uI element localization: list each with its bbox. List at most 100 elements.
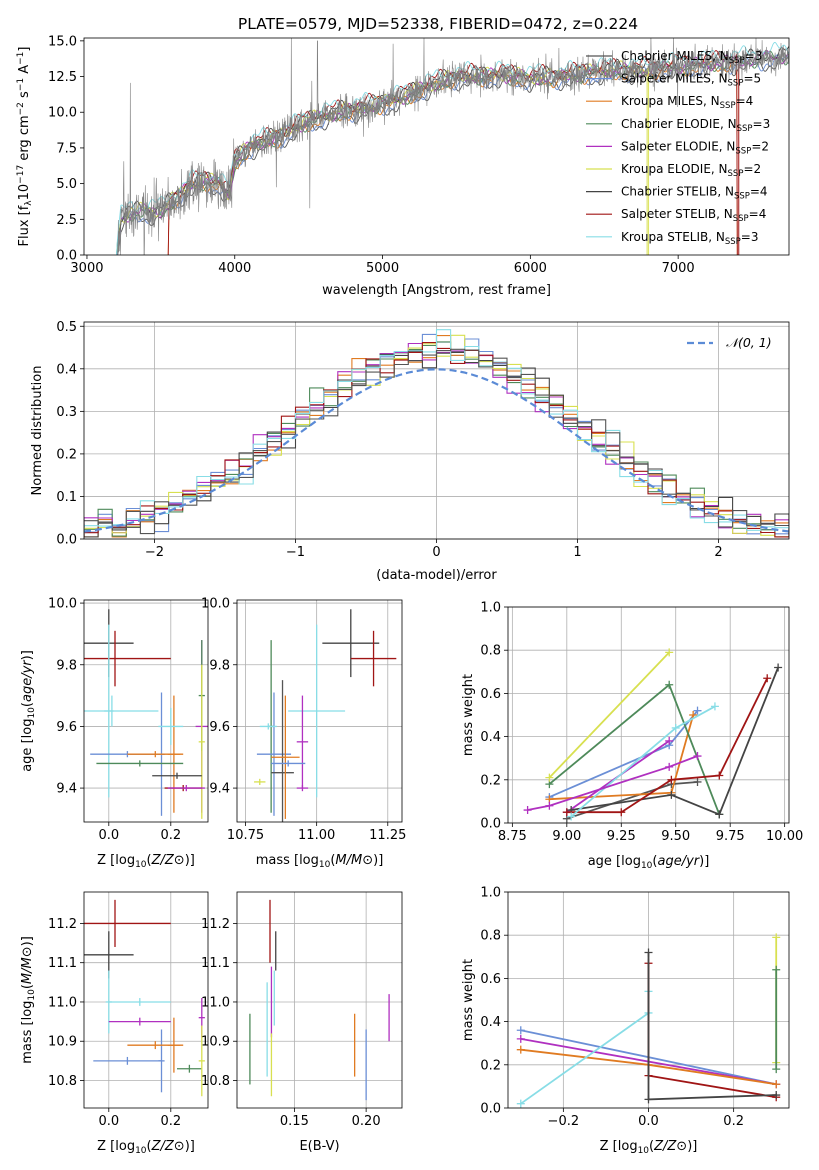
- observed-spectrum-line: [117, 38, 789, 255]
- residuals-frame: [83, 321, 790, 540]
- y-axis-label: Flux [fλ10−17 erg cm−2 s−1 A−1]: [16, 47, 34, 247]
- y-tick-label: 9.6: [209, 720, 230, 735]
- age-vs-Z-panel: 0.0 0.2 9.4 9.6 9.8 10.0 Z [log10(Z/Z⊙)] age [l…: [20, 597, 209, 870]
- plot-marks: [516, 933, 781, 1108]
- y-tick-label: 11.2: [201, 917, 230, 932]
- x-tick-label: 11.25: [369, 828, 406, 843]
- x-tick-label: −0.2: [548, 1114, 580, 1129]
- legend-entry: Kroupa STELIB, NSSP=3: [621, 230, 759, 247]
- series-point: [693, 777, 702, 786]
- spectrum-panel: 3000 4000 5000 6000 7000 0.0 2.5 5.0 7.5 10.0 12.5…: [16, 34, 790, 298]
- x-tick-label: −1: [286, 545, 305, 560]
- y-tick-label: 0.2: [480, 1058, 501, 1073]
- massweight-vs-Z-frame: [507, 891, 790, 1109]
- x-tick-label: 9.75: [716, 829, 745, 844]
- y-tick-label: 11.2: [48, 917, 77, 932]
- series-point: [516, 1026, 525, 1035]
- series-line: [548, 651, 670, 779]
- series-point: [772, 1091, 781, 1100]
- plot-marks: [523, 648, 783, 823]
- y-tick-label: 0.4: [480, 730, 501, 745]
- series-point: [516, 1045, 525, 1054]
- x-tick-label: 3000: [70, 261, 103, 276]
- y-tick-label: 2.5: [56, 213, 77, 228]
- y-tick-label: 0.3: [56, 405, 77, 420]
- x-tick-label: 6000: [514, 261, 547, 276]
- legend-entry: Salpeter ELODIE, NSSP=2: [621, 139, 769, 156]
- spectrum-frame: [83, 37, 790, 256]
- massweight-vs-age-panel: 8.75 9.00 9.25 9.50 9.75 10.00 0.0 0.2 0.4 0.6 0.8…: [461, 601, 803, 872]
- x-tick-label: 0.20: [352, 1114, 381, 1129]
- y-tick-label: 0.0: [480, 1102, 501, 1117]
- y-tick-label: 9.8: [209, 658, 230, 673]
- x-tick-label: 0.2: [723, 1114, 744, 1129]
- y-tick-label: 0.5: [56, 320, 77, 335]
- x-tick-label: −2: [145, 545, 164, 560]
- massweight-vs-Z-panel: −0.2 0.0 0.2 0.0 0.2 0.4 0.6 0.8 1.0 Z [log10(Z/Z…: [461, 886, 790, 1156]
- series-line: [527, 755, 698, 811]
- y-axis-label: Normed distribution: [30, 366, 45, 496]
- series-point: [665, 736, 674, 745]
- x-axis-label: wavelength [Angstrom, rest frame]: [322, 283, 551, 298]
- y-tick-label: 7.5: [56, 141, 77, 156]
- series-point: [772, 1065, 781, 1074]
- x-tick-label: 0.2: [160, 828, 181, 843]
- series-point: [772, 933, 781, 942]
- x-axis-label: Z [log10(Z/Z⊙)]: [97, 1139, 195, 1156]
- plot-marks: [254, 609, 397, 822]
- x-axis-label: Z [log10(Z/Z⊙)]: [97, 853, 195, 870]
- x-tick-label: 2: [714, 545, 722, 560]
- x-tick-label: 9.00: [552, 829, 581, 844]
- y-tick-label: 10.9: [48, 1035, 77, 1050]
- y-tick-label: 10.9: [201, 1035, 230, 1050]
- x-tick-label: 0.0: [638, 1114, 659, 1129]
- mass-vs-Z-frame: [83, 891, 209, 1109]
- series-point: [516, 1034, 525, 1043]
- y-axis-label: mass weight: [461, 674, 476, 756]
- series-point: [671, 723, 680, 732]
- legend-entry: Chabrier STELIB, NSSP=4: [621, 185, 768, 202]
- y-tick-label: 0.0: [480, 817, 501, 832]
- y-tick-label: 9.4: [209, 782, 230, 797]
- x-tick-label: 0.2: [160, 1114, 181, 1129]
- x-axis-label: Z [log10(Z/Z⊙)]: [600, 1139, 698, 1156]
- x-tick-label: 5000: [366, 261, 399, 276]
- x-axis-label: age [log10(age/yr)]: [588, 854, 710, 871]
- y-axis-label: age [log10(age/yr)]: [20, 650, 37, 772]
- y-tick-label: 10.8: [201, 1074, 230, 1089]
- series-point: [567, 812, 576, 821]
- series-point: [667, 790, 676, 799]
- y-tick-label: 12.5: [48, 70, 77, 85]
- legend-entry: Chabrier ELODIE, NSSP=3: [621, 117, 770, 134]
- series-point: [710, 702, 719, 711]
- y-tick-label: 0.2: [480, 773, 501, 788]
- x-tick-label: 9.50: [661, 829, 690, 844]
- y-tick-label: 0.2: [56, 447, 77, 462]
- series-line: [647, 963, 777, 1099]
- x-tick-label: 10.00: [766, 829, 803, 844]
- y-tick-label: 15.0: [48, 34, 77, 49]
- x-axis-label: mass [log10(M/M⊙)]: [256, 853, 384, 870]
- series-point: [545, 773, 554, 782]
- legend-entry: 𝒩(0, 1): [726, 335, 772, 350]
- x-tick-label: 11.00: [298, 828, 335, 843]
- figure-title: PLATE=0579, MJD=52338, FIBERID=0472, z=0…: [238, 15, 638, 33]
- series-point: [617, 808, 626, 817]
- plot-marks: [84, 609, 208, 819]
- series-point: [562, 808, 571, 817]
- series-point: [763, 674, 772, 683]
- series-point: [774, 663, 783, 672]
- series-point: [693, 752, 702, 761]
- x-axis-label: (data-model)/error: [376, 568, 497, 583]
- x-tick-label: 8.75: [498, 829, 527, 844]
- y-tick-label: 10.8: [48, 1074, 77, 1089]
- y-tick-label: 11.0: [201, 995, 230, 1010]
- legend-entry: Kroupa MILES, NSSP=4: [621, 94, 753, 111]
- series-point: [693, 706, 702, 715]
- x-tick-label: 0.0: [98, 1114, 119, 1129]
- legend-entry: Salpeter MILES, NSSP=5: [621, 72, 761, 89]
- normal-reference-curve: [84, 368, 789, 533]
- y-tick-label: 0.0: [56, 533, 77, 548]
- x-tick-label: 4000: [218, 261, 251, 276]
- y-tick-label: 9.4: [56, 782, 77, 797]
